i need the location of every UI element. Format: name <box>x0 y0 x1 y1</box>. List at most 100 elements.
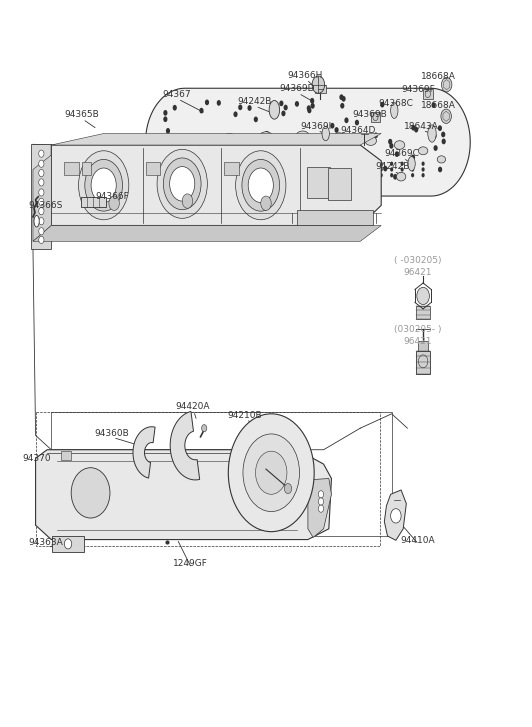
Bar <box>146 162 160 175</box>
Circle shape <box>228 414 314 531</box>
Circle shape <box>433 133 437 139</box>
Circle shape <box>380 102 385 108</box>
Circle shape <box>219 153 222 158</box>
Circle shape <box>243 434 300 512</box>
Circle shape <box>438 166 442 172</box>
Text: 94365B: 94365B <box>64 111 99 119</box>
Circle shape <box>39 217 44 225</box>
Polygon shape <box>51 145 381 225</box>
Polygon shape <box>33 155 51 241</box>
Circle shape <box>369 167 372 172</box>
Circle shape <box>411 167 414 172</box>
Circle shape <box>380 167 383 172</box>
Circle shape <box>359 168 363 174</box>
Circle shape <box>434 145 438 151</box>
Circle shape <box>39 169 44 177</box>
Bar <box>423 89 433 99</box>
Circle shape <box>205 100 209 105</box>
Ellipse shape <box>437 156 446 163</box>
Text: 94210B: 94210B <box>228 411 262 419</box>
Circle shape <box>170 166 195 201</box>
Bar <box>416 350 430 374</box>
Circle shape <box>442 139 446 144</box>
Bar <box>61 451 71 459</box>
Circle shape <box>369 173 372 177</box>
Circle shape <box>263 138 268 144</box>
Circle shape <box>257 150 261 156</box>
Circle shape <box>325 173 329 179</box>
Circle shape <box>398 172 403 178</box>
Circle shape <box>390 509 401 523</box>
Circle shape <box>340 103 344 108</box>
Circle shape <box>330 123 335 129</box>
Circle shape <box>109 196 119 210</box>
Circle shape <box>306 135 310 141</box>
Circle shape <box>311 103 315 109</box>
Circle shape <box>234 111 238 117</box>
Circle shape <box>91 168 116 203</box>
Ellipse shape <box>408 156 415 171</box>
Circle shape <box>39 228 44 235</box>
Circle shape <box>390 167 393 172</box>
Bar <box>371 112 380 122</box>
Circle shape <box>255 451 287 494</box>
Circle shape <box>325 151 329 157</box>
Bar <box>224 162 239 175</box>
Polygon shape <box>146 88 470 196</box>
Circle shape <box>254 116 258 122</box>
Circle shape <box>411 173 414 177</box>
Circle shape <box>342 139 346 145</box>
Circle shape <box>279 100 284 106</box>
Circle shape <box>369 166 373 172</box>
Circle shape <box>318 498 323 505</box>
Circle shape <box>248 161 253 166</box>
Text: 94410A: 94410A <box>401 536 435 545</box>
Ellipse shape <box>269 100 280 119</box>
Circle shape <box>446 113 450 119</box>
Circle shape <box>284 483 292 494</box>
Bar <box>418 340 428 350</box>
Circle shape <box>284 105 288 111</box>
Circle shape <box>390 173 393 177</box>
Circle shape <box>421 161 425 166</box>
Circle shape <box>337 182 341 188</box>
Polygon shape <box>33 225 381 241</box>
Circle shape <box>287 164 292 170</box>
Bar <box>297 210 373 225</box>
Ellipse shape <box>34 215 39 227</box>
Polygon shape <box>384 490 406 540</box>
Circle shape <box>163 158 201 209</box>
Circle shape <box>417 287 429 305</box>
Bar <box>64 162 79 175</box>
Circle shape <box>310 98 314 104</box>
Circle shape <box>312 76 325 93</box>
Circle shape <box>242 159 280 211</box>
Circle shape <box>39 189 44 196</box>
Polygon shape <box>308 478 331 537</box>
Circle shape <box>442 78 452 92</box>
Text: 94369F: 94369F <box>401 85 435 94</box>
Ellipse shape <box>322 126 329 141</box>
Text: 18643A: 18643A <box>404 121 439 131</box>
Text: 94368C: 94368C <box>378 99 413 108</box>
Circle shape <box>248 168 273 203</box>
Circle shape <box>188 136 192 142</box>
Bar <box>81 197 106 206</box>
Circle shape <box>295 101 299 107</box>
Circle shape <box>254 173 258 178</box>
Circle shape <box>383 166 387 172</box>
Circle shape <box>39 207 44 214</box>
Circle shape <box>182 194 193 208</box>
Circle shape <box>64 539 72 549</box>
Text: 96421: 96421 <box>404 268 432 276</box>
Circle shape <box>284 138 288 143</box>
Circle shape <box>393 174 397 180</box>
Circle shape <box>238 105 243 111</box>
Polygon shape <box>170 411 200 480</box>
Circle shape <box>181 147 186 152</box>
Circle shape <box>220 182 224 188</box>
Text: 18668A: 18668A <box>421 101 456 110</box>
Polygon shape <box>31 144 51 249</box>
Circle shape <box>79 150 129 220</box>
Circle shape <box>421 167 425 172</box>
